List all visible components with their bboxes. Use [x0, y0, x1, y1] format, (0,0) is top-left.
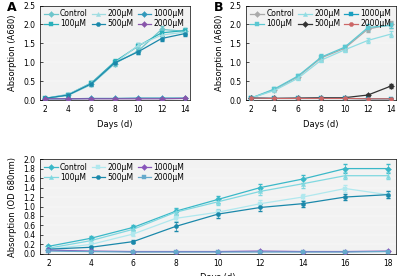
X-axis label: Days (d): Days (d): [200, 273, 236, 276]
X-axis label: Days (d): Days (d): [97, 120, 132, 129]
Legend: Control, 100μM, 200μM, 500μM, 1000μM, 2000μM: Control, 100μM, 200μM, 500μM, 1000μM, 20…: [44, 9, 184, 28]
Legend: Control, 100μM, 200μM, 500μM, 1000μM, 2000μM: Control, 100μM, 200μM, 500μM, 1000μM, 20…: [250, 9, 391, 28]
Y-axis label: Absorption (OD 680nm): Absorption (OD 680nm): [8, 156, 18, 256]
Legend: Control, 100μM, 200μM, 500μM, 1000μM, 2000μM: Control, 100μM, 200μM, 500μM, 1000μM, 20…: [44, 163, 184, 182]
Text: B: B: [214, 1, 223, 14]
Text: A: A: [7, 1, 17, 14]
X-axis label: Days (d): Days (d): [304, 120, 339, 129]
Y-axis label: Absorption (A680): Absorption (A680): [215, 15, 224, 91]
Y-axis label: Absorption (A680): Absorption (A680): [8, 15, 18, 91]
